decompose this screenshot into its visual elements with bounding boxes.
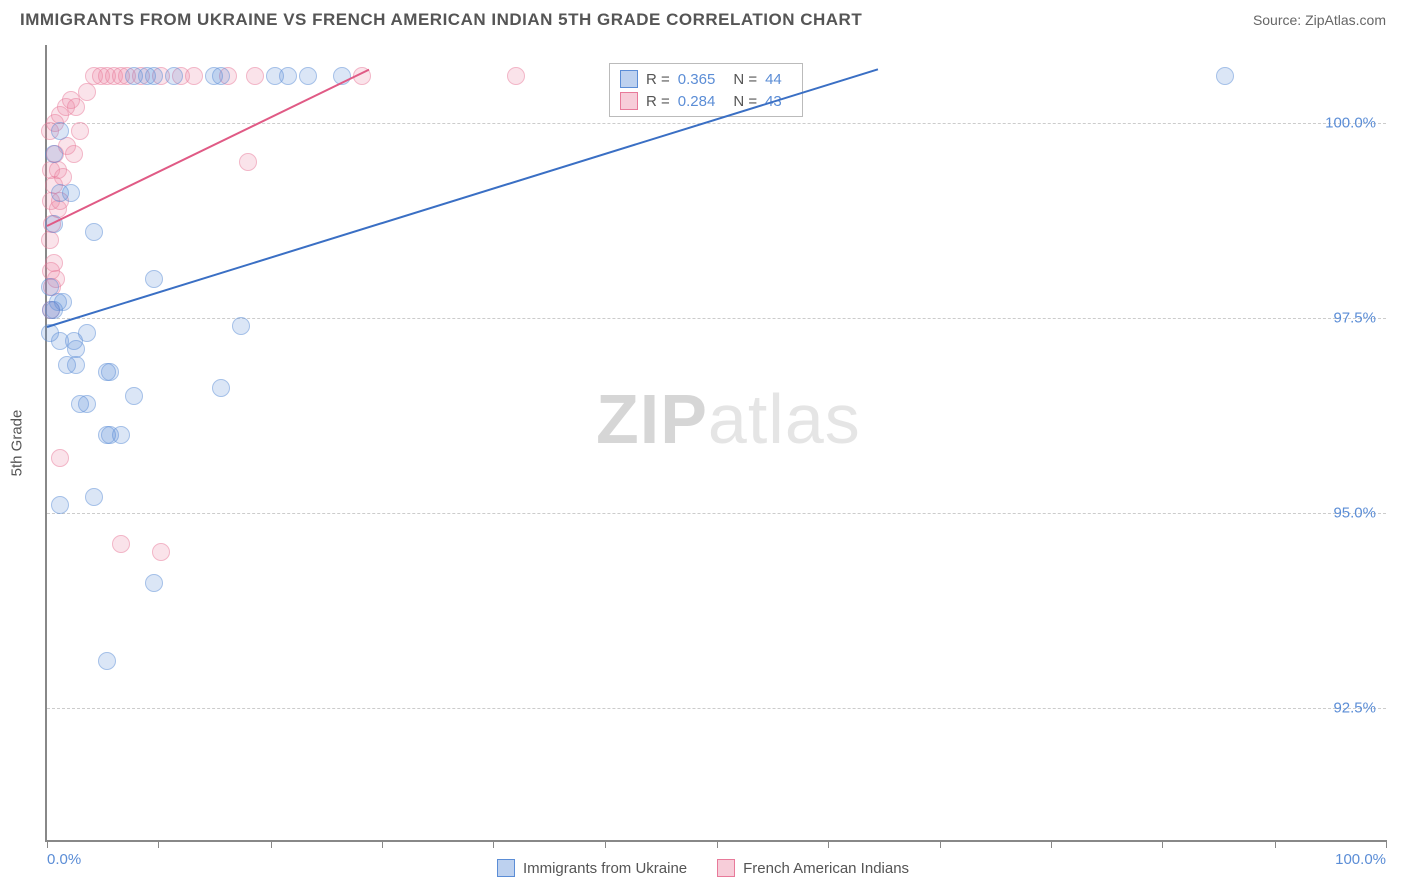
chart-container: 5th Grade ZIPatlas R = 0.365 N = 44 R = …: [45, 45, 1386, 842]
data-point: [85, 488, 103, 506]
data-point: [1216, 67, 1234, 85]
data-point: [85, 223, 103, 241]
y-tick-label: 95.0%: [1333, 504, 1376, 521]
x-tick: [382, 840, 383, 848]
data-point: [279, 67, 297, 85]
x-tick: [940, 840, 941, 848]
data-point: [78, 324, 96, 342]
source-name: ZipAtlas.com: [1305, 12, 1386, 28]
x-tick: [1386, 840, 1387, 848]
x-tick: [1275, 840, 1276, 848]
data-point: [98, 652, 116, 670]
legend-swatch-pink: [620, 92, 638, 110]
data-point: [54, 293, 72, 311]
r-label: R =: [646, 71, 670, 88]
plot-area: 5th Grade ZIPatlas R = 0.365 N = 44 R = …: [45, 45, 1386, 842]
n-label: N =: [733, 71, 757, 88]
data-point: [78, 83, 96, 101]
data-point: [165, 67, 183, 85]
chart-header: IMMIGRANTS FROM UKRAINE VS FRENCH AMERIC…: [0, 0, 1406, 35]
data-point: [145, 67, 163, 85]
chart-source: Source: ZipAtlas.com: [1253, 12, 1386, 28]
data-point: [41, 231, 59, 249]
legend-row-blue: R = 0.365 N = 44: [620, 68, 792, 90]
x-tick: [271, 840, 272, 848]
data-point: [112, 535, 130, 553]
legend-label-pink: French American Indians: [743, 860, 909, 877]
r-value-pink: 0.284: [678, 93, 716, 110]
watermark: ZIPatlas: [596, 379, 861, 459]
source-prefix: Source:: [1253, 12, 1305, 28]
series-legend: Immigrants from Ukraine French American …: [0, 859, 1406, 877]
x-tick: [828, 840, 829, 848]
data-point: [62, 184, 80, 202]
n-value-blue: 44: [765, 71, 782, 88]
legend-item-pink: French American Indians: [717, 859, 909, 877]
data-point: [125, 387, 143, 405]
data-point: [71, 122, 89, 140]
data-point: [246, 67, 264, 85]
data-point: [101, 363, 119, 381]
data-point: [232, 317, 250, 335]
trend-line: [47, 68, 879, 328]
data-point: [212, 379, 230, 397]
data-point: [51, 496, 69, 514]
gridline: [47, 123, 1386, 124]
correlation-legend: R = 0.365 N = 44 R = 0.284 N = 43: [609, 63, 803, 117]
data-point: [78, 395, 96, 413]
r-label: R =: [646, 93, 670, 110]
x-tick: [605, 840, 606, 848]
legend-swatch-blue: [497, 859, 515, 877]
r-value-blue: 0.365: [678, 71, 716, 88]
data-point: [112, 426, 130, 444]
legend-label-blue: Immigrants from Ukraine: [523, 860, 687, 877]
data-point: [145, 270, 163, 288]
watermark-atlas: atlas: [708, 380, 861, 458]
y-tick-label: 92.5%: [1333, 699, 1376, 716]
y-tick-label: 97.5%: [1333, 309, 1376, 326]
data-point: [67, 356, 85, 374]
watermark-zip: ZIP: [596, 380, 708, 458]
y-axis-label: 5th Grade: [9, 409, 26, 476]
data-point: [65, 145, 83, 163]
y-tick-label: 100.0%: [1325, 114, 1376, 131]
gridline: [47, 708, 1386, 709]
data-point: [67, 98, 85, 116]
x-tick: [47, 840, 48, 848]
legend-swatch-blue: [620, 70, 638, 88]
data-point: [507, 67, 525, 85]
legend-row-pink: R = 0.284 N = 43: [620, 90, 792, 112]
chart-title: IMMIGRANTS FROM UKRAINE VS FRENCH AMERIC…: [20, 10, 862, 30]
data-point: [299, 67, 317, 85]
data-point: [51, 122, 69, 140]
data-point: [239, 153, 257, 171]
x-tick: [1162, 840, 1163, 848]
x-tick: [717, 840, 718, 848]
legend-swatch-pink: [717, 859, 735, 877]
x-tick: [493, 840, 494, 848]
data-point: [152, 543, 170, 561]
data-point: [145, 574, 163, 592]
x-tick: [158, 840, 159, 848]
data-point: [185, 67, 203, 85]
gridline: [47, 513, 1386, 514]
data-point: [45, 145, 63, 163]
legend-item-blue: Immigrants from Ukraine: [497, 859, 687, 877]
data-point: [51, 449, 69, 467]
x-tick: [1051, 840, 1052, 848]
data-point: [212, 67, 230, 85]
